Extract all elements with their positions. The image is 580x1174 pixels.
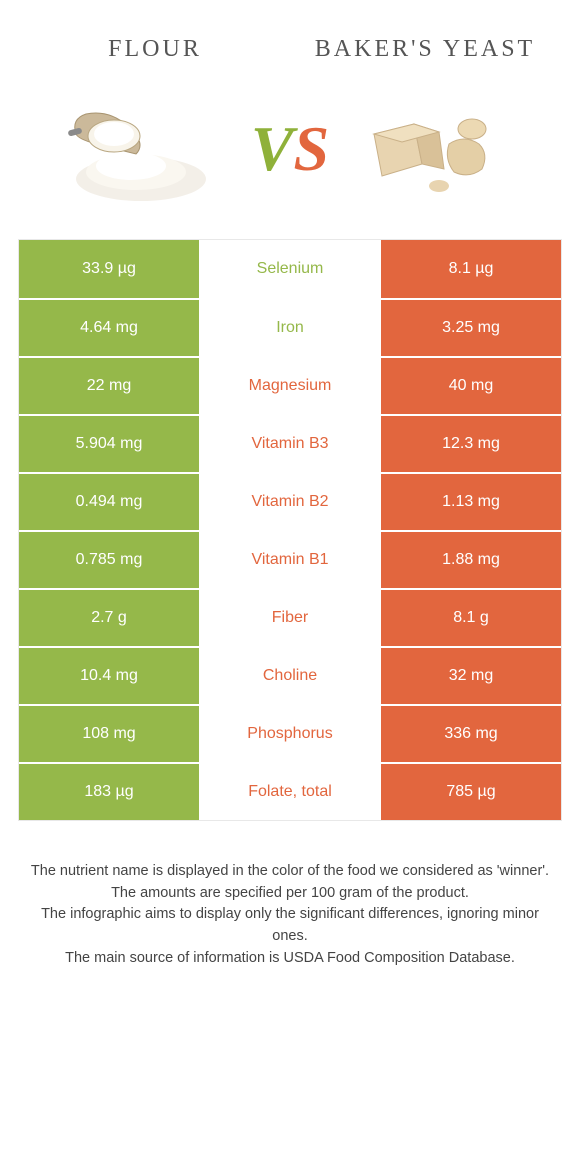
footer-line: The nutrient name is displayed in the co… [30,861,550,883]
cell-left-value: 4.64 mg [19,300,199,356]
cell-left-value: 10.4 mg [19,648,199,704]
table-row: 108 mgPhosphorus336 mg [19,704,561,762]
footer-line: The main source of information is USDA F… [30,948,550,970]
cell-left-value: 183 µg [19,764,199,820]
cell-right-value: 1.13 mg [381,474,561,530]
cell-right-value: 8.1 g [381,590,561,646]
cell-right-value: 3.25 mg [381,300,561,356]
title-right: Baker's Yeast [290,35,560,64]
table-row: 183 µgFolate, total785 µg [19,762,561,820]
hero: VS [0,79,580,239]
table-row: 0.785 mgVitamin B11.88 mg [19,530,561,588]
cell-nutrient-label: Iron [199,300,381,356]
table-row: 22 mgMagnesium40 mg [19,356,561,414]
cell-right-value: 785 µg [381,764,561,820]
cell-left-value: 33.9 µg [19,240,199,298]
cell-nutrient-label: Choline [199,648,381,704]
header: Flour Baker's Yeast [0,0,580,79]
footer-line: The amounts are specified per 100 gram o… [30,883,550,905]
cell-nutrient-label: Vitamin B2 [199,474,381,530]
nutrient-table: 33.9 µgSelenium8.1 µg4.64 mgIron3.25 mg2… [18,239,562,821]
cell-left-value: 5.904 mg [19,416,199,472]
cell-nutrient-label: Folate, total [199,764,381,820]
table-row: 33.9 µgSelenium8.1 µg [19,240,561,298]
title-left: Flour [20,35,290,64]
yeast-icon [344,94,514,204]
table-row: 10.4 mgCholine32 mg [19,646,561,704]
cell-nutrient-label: Magnesium [199,358,381,414]
table-row: 2.7 gFiber8.1 g [19,588,561,646]
flour-icon [66,94,236,204]
vs-s: S [294,113,330,184]
cell-nutrient-label: Vitamin B1 [199,532,381,588]
flour-image [61,89,241,209]
cell-nutrient-label: Selenium [199,240,381,298]
cell-nutrient-label: Vitamin B3 [199,416,381,472]
cell-right-value: 12.3 mg [381,416,561,472]
footer-notes: The nutrient name is displayed in the co… [0,821,580,970]
cell-right-value: 8.1 µg [381,240,561,298]
table-row: 0.494 mgVitamin B21.13 mg [19,472,561,530]
cell-left-value: 0.494 mg [19,474,199,530]
cell-right-value: 1.88 mg [381,532,561,588]
table-row: 4.64 mgIron3.25 mg [19,298,561,356]
vs-label: VS [251,112,329,186]
cell-right-value: 32 mg [381,648,561,704]
cell-left-value: 2.7 g [19,590,199,646]
cell-nutrient-label: Phosphorus [199,706,381,762]
table-row: 5.904 mgVitamin B312.3 mg [19,414,561,472]
yeast-image [339,89,519,209]
footer-line: The infographic aims to display only the… [30,904,550,948]
cell-right-value: 336 mg [381,706,561,762]
cell-nutrient-label: Fiber [199,590,381,646]
vs-v: V [251,113,294,184]
cell-left-value: 108 mg [19,706,199,762]
cell-right-value: 40 mg [381,358,561,414]
cell-left-value: 0.785 mg [19,532,199,588]
cell-left-value: 22 mg [19,358,199,414]
